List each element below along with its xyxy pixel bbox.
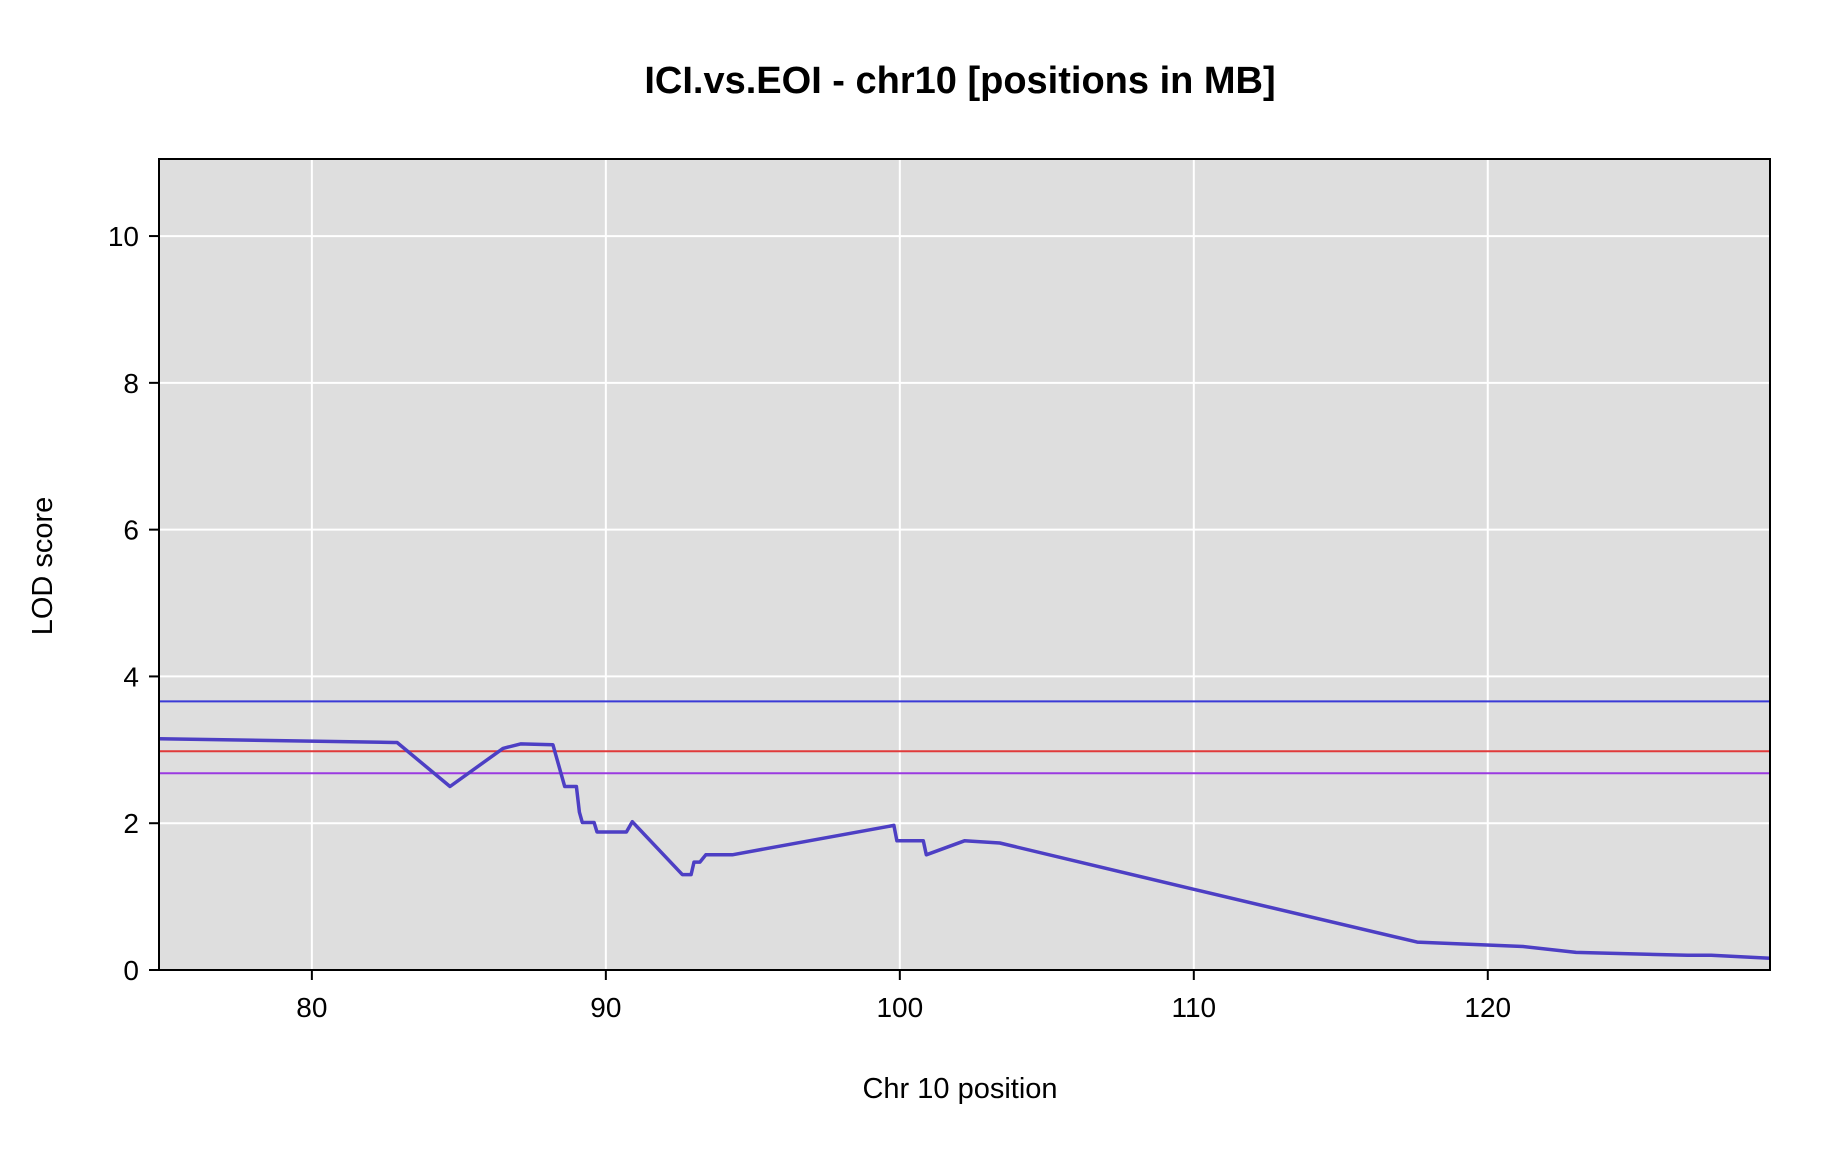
x-tick-label: 80 — [296, 992, 327, 1023]
y-tick-label: 6 — [123, 515, 139, 546]
plot-area — [159, 159, 1770, 970]
x-axis: 80 90 100 110 120 — [296, 970, 1511, 1023]
x-tick-label: 100 — [876, 992, 923, 1023]
chart-title: ICI.vs.EOI - chr10 [positions in MB] — [644, 60, 1275, 102]
x-tick-label: 120 — [1464, 992, 1511, 1023]
lod-series-line — [158, 737, 1771, 961]
y-axis-label: LOD score — [27, 497, 59, 636]
x-axis-label: Chr 10 position — [862, 1073, 1057, 1105]
y-tick-label: 8 — [123, 368, 139, 399]
y-axis: 0 2 4 6 8 10 — [108, 221, 159, 986]
x-tick-label: 110 — [1171, 992, 1216, 1023]
y-tick-label: 2 — [123, 808, 139, 839]
y-tick-label: 10 — [108, 221, 139, 252]
x-tick-label: 90 — [590, 992, 621, 1023]
y-tick-label: 4 — [123, 661, 139, 692]
threshold-lines — [159, 700, 1770, 775]
y-tick-label: 0 — [123, 955, 139, 986]
plot-frame — [158, 158, 1771, 971]
